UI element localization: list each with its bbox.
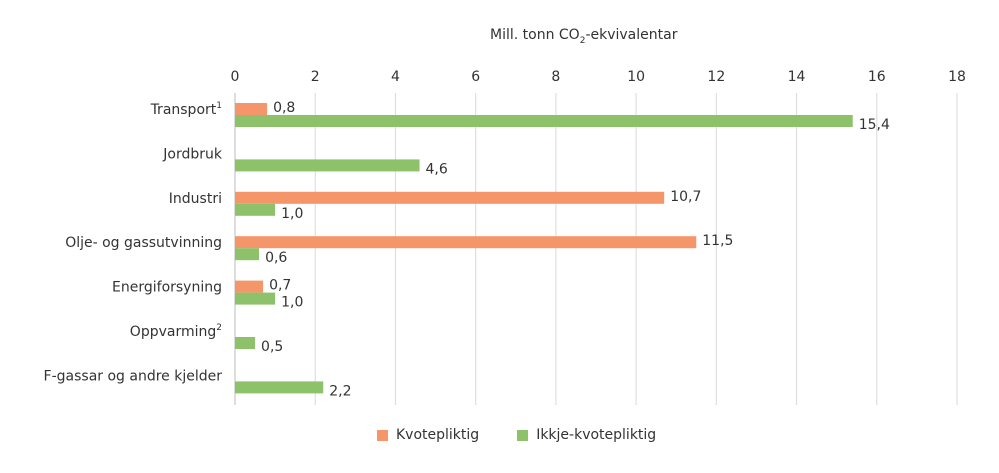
x-tick-label: 18 <box>948 69 966 85</box>
legend-label: Kvotepliktig <box>396 427 480 443</box>
bar-ikkje-kvotepliktig <box>235 203 276 216</box>
x-tick-label: 4 <box>391 69 400 85</box>
data-label: 0,5 <box>261 339 283 355</box>
data-label: 4,6 <box>426 161 448 177</box>
chart-title: Mill. tonn CO2-ekvivalentar <box>490 27 677 46</box>
data-label: 2,2 <box>329 383 351 399</box>
category-label: Energiforsyning <box>112 280 222 296</box>
bar-kvotepliktig <box>235 236 697 249</box>
legend: Kvotepliktig Ikkje-kvotepliktig <box>377 427 656 443</box>
category-label: Industri <box>169 191 222 207</box>
data-label: 0,6 <box>265 250 287 266</box>
data-label: 0,7 <box>269 278 291 294</box>
legend-swatch <box>377 429 388 441</box>
title-text-rest: -ekvivalentar <box>585 27 678 43</box>
bar-kvotepliktig <box>235 280 264 293</box>
category-label: Jordbruk <box>162 146 223 162</box>
data-label: 15,4 <box>859 117 890 133</box>
category-label: F-gassar og andre kjelder <box>44 368 223 384</box>
x-tick-label: 12 <box>707 69 725 85</box>
x-tick-label: 16 <box>868 69 886 85</box>
title-subscript: 2 <box>579 35 586 46</box>
legend-swatch <box>517 429 529 441</box>
bar-ikkje-kvotepliktig <box>235 248 260 261</box>
bar-ikkje-kvotepliktig <box>235 381 324 394</box>
x-tick-label: 2 <box>311 69 320 85</box>
bar-ikkje-kvotepliktig <box>235 292 276 305</box>
legend-item-ikkje-kvotepliktig: Ikkje-kvotepliktig <box>517 427 656 443</box>
bar-ikkje-kvotepliktig <box>235 337 256 349</box>
bar-kvotepliktig <box>235 191 665 204</box>
data-label: 1,0 <box>281 206 303 222</box>
category-label: Olje- og gassutvinning <box>65 235 222 251</box>
bar-ikkje-kvotepliktig <box>235 159 420 172</box>
title-text: Mill. tonn CO <box>490 27 580 43</box>
x-tick-label: 8 <box>551 69 560 85</box>
x-tick-label: 10 <box>627 69 645 85</box>
x-tick-label: 6 <box>471 69 480 85</box>
bar-ikkje-kvotepliktig <box>235 115 853 127</box>
data-label: 0,8 <box>273 100 295 116</box>
data-label: 1,0 <box>281 295 303 311</box>
x-tick-label: 14 <box>788 69 806 85</box>
bar-kvotepliktig <box>235 103 268 115</box>
category-label: Oppvarming2 <box>130 323 222 340</box>
legend-item-kvotepliktig: Kvotepliktig <box>377 427 479 443</box>
data-label: 10,7 <box>670 189 701 205</box>
category-label: Transport1 <box>150 101 222 118</box>
legend-label: Ikkje-kvotepliktig <box>536 427 657 443</box>
x-tick-label: 0 <box>231 69 240 85</box>
data-label: 11,5 <box>702 233 733 249</box>
